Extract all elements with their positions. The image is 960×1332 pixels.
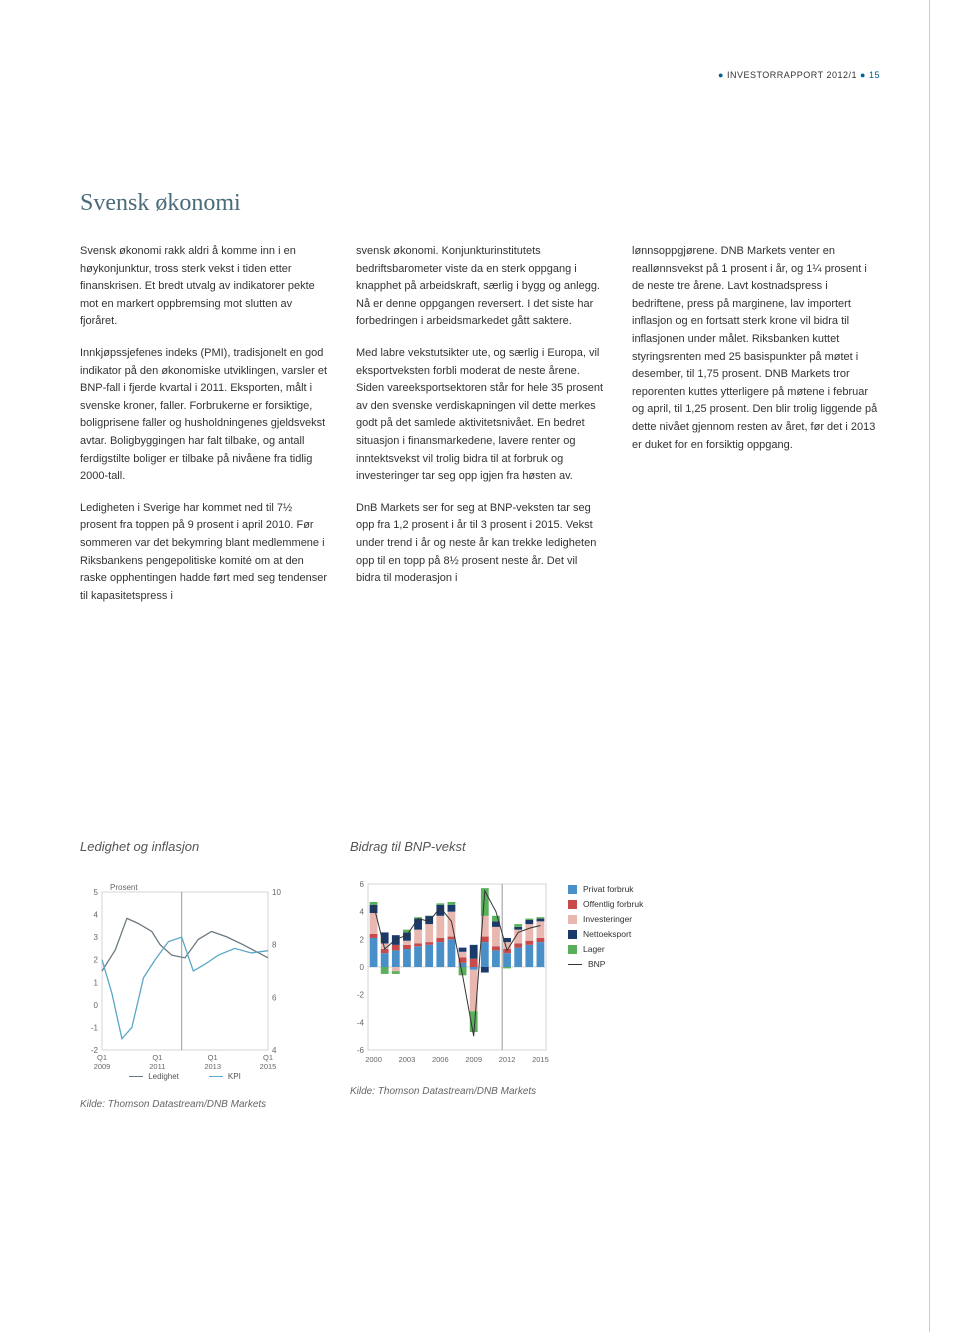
svg-text:Q1: Q1 <box>263 1053 273 1062</box>
svg-text:4: 4 <box>360 908 365 917</box>
svg-text:2012: 2012 <box>499 1055 516 1064</box>
paragraph: DnB Markets ser for seg at BNP-veksten t… <box>356 500 604 588</box>
legend-swatch <box>568 900 577 909</box>
svg-text:0: 0 <box>360 963 365 972</box>
svg-text:-6: -6 <box>357 1046 365 1055</box>
svg-text:5: 5 <box>94 888 99 897</box>
svg-text:-4: -4 <box>357 1019 365 1028</box>
chart1-svg: Prosent543210-1-210864Q12009Q12011Q12013… <box>80 878 290 1078</box>
chart2-wrap: 6 4 2 0 -2 -4 -62000 2003 2006 2009 2012 2015 Priva… <box>350 878 643 1068</box>
svg-text:2015: 2015 <box>260 1062 277 1071</box>
svg-text:2: 2 <box>94 956 99 965</box>
svg-text:-2: -2 <box>357 991 365 1000</box>
column-3: lønnsoppgjørene. DNB Markets venter en r… <box>632 243 880 619</box>
legend-label: Nettoeksport <box>583 929 631 939</box>
svg-text:2: 2 <box>360 936 365 945</box>
legend-item: Privat forbruk <box>568 884 643 894</box>
header-bullet: ● <box>718 70 724 80</box>
legend-item-bnp: BNP <box>568 959 643 969</box>
paragraph: svensk økonomi. Konjunkturinstitutets be… <box>356 243 604 331</box>
chart2-plot: 6 4 2 0 -2 -4 -62000 2003 2006 2009 2012 2015 <box>350 878 550 1068</box>
legend-label: BNP <box>588 959 605 969</box>
legend-swatch <box>568 945 577 954</box>
svg-text:Q1: Q1 <box>208 1053 218 1062</box>
svg-text:6: 6 <box>272 994 277 1003</box>
svg-text:8: 8 <box>272 941 277 950</box>
chart-ledighet-inflasjon: Ledighet og inflasjon Prosent543210-1-21… <box>80 839 290 1110</box>
chart1-source: Kilde: Thomson Datastream/DNB Markets <box>80 1099 290 1110</box>
svg-text:2003: 2003 <box>399 1055 416 1064</box>
svg-text:2000: 2000 <box>365 1055 382 1064</box>
chart2-legend: Privat forbruk Offentlig forbruk Investeri… <box>568 884 643 974</box>
chart2-title: Bidrag til BNP-vekst <box>350 839 643 854</box>
svg-text:Q1: Q1 <box>152 1053 162 1062</box>
header-bullet-2: ● <box>860 70 866 80</box>
paragraph: Ledigheten i Sverige har kommet ned til … <box>80 500 328 606</box>
svg-text:2009: 2009 <box>94 1062 111 1071</box>
legend-item: Investeringer <box>568 914 643 924</box>
svg-text:Q1: Q1 <box>97 1053 107 1062</box>
legend-label: Offentlig forbruk <box>583 899 643 909</box>
svg-text:6: 6 <box>360 880 365 889</box>
paragraph: lønnsoppgjørene. DNB Markets venter en r… <box>632 243 880 454</box>
chart-bnp-vekst: Bidrag til BNP-vekst 6 4 2 0 -2 -4 -62000 2003 2… <box>350 839 643 1110</box>
page-edge-line <box>929 0 930 1332</box>
paragraph: Med labre vekstutsikter ute, og særlig i… <box>356 345 604 486</box>
page-title: Svensk økonomi <box>80 190 880 217</box>
svg-text:-1: -1 <box>91 1024 99 1033</box>
body-columns: Svensk økonomi rakk aldri å komme inn i … <box>80 243 880 619</box>
svg-text:2006: 2006 <box>432 1055 449 1064</box>
legend-label: Lager <box>583 944 605 954</box>
legend-swatch <box>568 885 577 894</box>
paragraph: Svensk økonomi rakk aldri å komme inn i … <box>80 243 328 331</box>
legend-line-swatch <box>568 964 582 965</box>
running-header: ● INVESTORRAPPORT 2012/1 ● 15 <box>718 70 880 80</box>
legend-item: Nettoeksport <box>568 929 643 939</box>
page: ● INVESTORRAPPORT 2012/1 ● 15 Svensk øko… <box>0 0 960 1332</box>
chart1-plot: Prosent543210-1-210864Q12009Q12011Q12013… <box>80 878 290 1068</box>
svg-text:3: 3 <box>94 933 99 942</box>
legend-item: Offentlig forbruk <box>568 899 643 909</box>
svg-text:10: 10 <box>272 888 281 897</box>
legend-label: Privat forbruk <box>583 884 634 894</box>
svg-text:2009: 2009 <box>465 1055 482 1064</box>
header-label: INVESTORRAPPORT 2012/1 <box>727 70 857 80</box>
legend-item: Lager <box>568 944 643 954</box>
legend-swatch <box>568 915 577 924</box>
svg-text:2013: 2013 <box>204 1062 221 1071</box>
paragraph: Innkjøpssjefenes indeks (PMI), tradisjon… <box>80 345 328 486</box>
legend-label: Investeringer <box>583 914 632 924</box>
svg-text:2015: 2015 <box>532 1055 549 1064</box>
chart2-svg: 6 4 2 0 -2 -4 -62000 2003 2006 2009 2012 2015 <box>350 878 550 1068</box>
svg-text:0: 0 <box>94 1001 99 1010</box>
legend-swatch <box>568 930 577 939</box>
svg-text:2011: 2011 <box>149 1062 165 1071</box>
page-number: 15 <box>869 70 880 80</box>
column-1: Svensk økonomi rakk aldri å komme inn i … <box>80 243 328 619</box>
svg-text:1: 1 <box>94 979 99 988</box>
chart2-source: Kilde: Thomson Datastream/DNB Markets <box>350 1086 643 1097</box>
svg-text:Prosent: Prosent <box>110 883 138 892</box>
charts-row: Ledighet og inflasjon Prosent543210-1-21… <box>80 839 880 1110</box>
chart1-title: Ledighet og inflasjon <box>80 839 290 854</box>
svg-text:4: 4 <box>94 911 99 920</box>
column-2: svensk økonomi. Konjunkturinstitutets be… <box>356 243 604 619</box>
